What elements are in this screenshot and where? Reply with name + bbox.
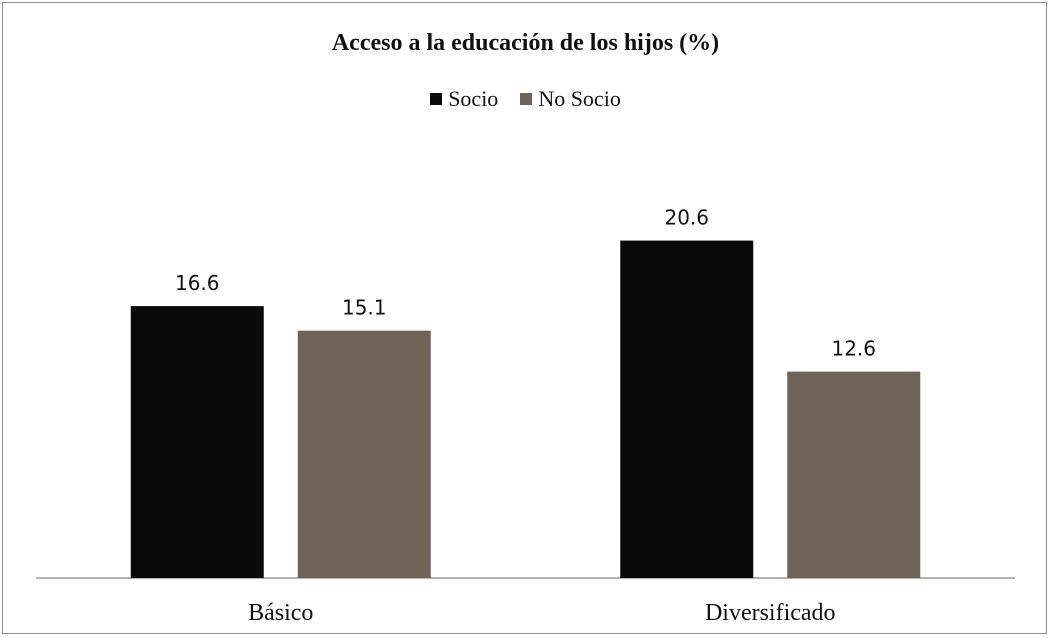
bar-no-socio-básico bbox=[297, 330, 431, 578]
legend-item-no-socio: No Socio bbox=[520, 86, 621, 112]
legend-item-socio: Socio bbox=[430, 86, 498, 112]
legend-label-no-socio: No Socio bbox=[538, 86, 621, 111]
data-label-socio-diversificado: 20.6 bbox=[664, 206, 709, 230]
bar-socio-diversificado bbox=[620, 240, 754, 578]
x-tick-label-diversificado: Diversificado bbox=[705, 600, 836, 626]
bar-socio-básico bbox=[130, 306, 264, 578]
legend-label-socio: Socio bbox=[448, 86, 499, 111]
data-label-no-socio-diversificado: 12.6 bbox=[831, 337, 876, 361]
x-tick-label-básico: Básico bbox=[248, 600, 313, 626]
legend-swatch-no-socio bbox=[520, 93, 533, 105]
chart-title: Acceso a la educación de los hijos (%) bbox=[331, 30, 720, 56]
legend: Socio No Socio bbox=[0, 86, 1051, 112]
data-label-no-socio-básico: 15.1 bbox=[342, 296, 387, 320]
legend-swatch-socio bbox=[430, 93, 443, 105]
bar-no-socio-diversificado bbox=[787, 371, 921, 578]
data-label-socio-básico: 16.6 bbox=[175, 271, 220, 295]
